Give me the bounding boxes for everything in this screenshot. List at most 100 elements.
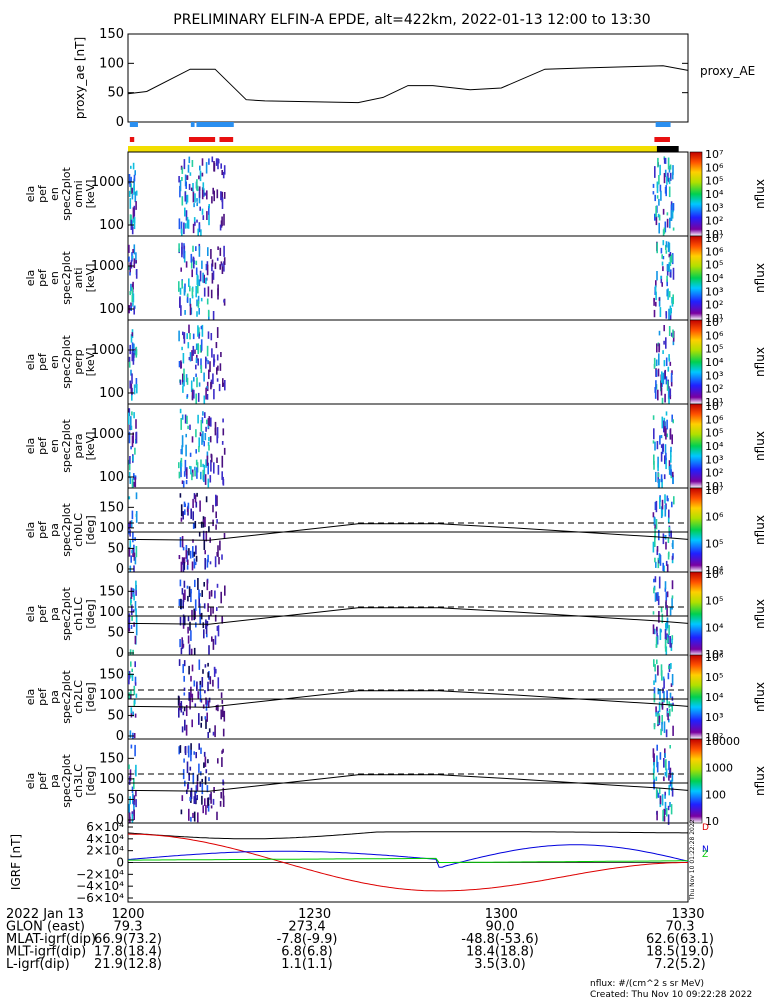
energy-panel-flux-pixel: [216, 457, 218, 464]
pitch-panel-flux-pixel: [664, 795, 666, 799]
energy-panel-flux-pixel: [662, 266, 664, 272]
energy-panel-flux-pixel: [198, 308, 200, 315]
pitch-panel-flux-pixel: [197, 692, 200, 700]
pitch-panel-flux-pixel: [190, 816, 192, 822]
energy-panel-flux-pixel: [198, 175, 200, 180]
energy-panel-flux-pixel: [128, 408, 131, 417]
energy-panel-flux-pixel: [203, 372, 205, 382]
energy-panel-flux-pixel: [658, 297, 661, 301]
pitch-panel-flux-pixel: [654, 576, 657, 583]
pitch-panel-flux-pixel: [665, 809, 667, 815]
pitch-panel-flux-pixel: [671, 597, 673, 610]
energy-panel-flux-pixel: [667, 241, 670, 253]
pitch-panel-flux-pixel: [129, 695, 132, 700]
energy-panel-flux-pixel: [189, 172, 192, 176]
energy-panel-flux-pixel: [201, 324, 204, 337]
ephemeris-cell: 17.8(18.4): [94, 945, 162, 960]
pitch-panel-flux-pixel: [135, 492, 138, 500]
pitch-panel-flux-pixel: [198, 531, 201, 537]
pitch-panel-flux-pixel: [221, 757, 223, 767]
pitch-panel-flux-pixel: [204, 716, 207, 720]
energy-panel-flux-pixel: [206, 451, 209, 460]
energy-panel-flux-pixel: [654, 194, 656, 202]
energy-panel-flux-pixel: [657, 368, 660, 377]
pitch-panel-flux-pixel: [663, 758, 665, 768]
pitch-panel-flux-pixel: [655, 636, 658, 648]
pitch-panel-flux-pixel: [662, 533, 665, 545]
energy-panel-flux-pixel: [221, 266, 224, 275]
energy-panel-ylabel-line: en: [48, 355, 61, 369]
energy-panel-flux-pixel: [657, 157, 659, 168]
ephemeris-row: GLON (east) 79.3 273.4 90.0 70.3: [6, 920, 694, 935]
energy-panel-flux-pixel: [200, 420, 203, 432]
pitch-panel-flux-pixel: [654, 592, 657, 602]
igrf-ytick-label: 4×10⁴: [86, 832, 124, 846]
pitch-panel-flux-pixel: [182, 562, 185, 574]
energy-panel-flux-pixel: [668, 165, 671, 173]
proxy-ae-ytick-label: 50: [107, 86, 124, 101]
pitch-panel-flux-pixel: [135, 608, 137, 616]
pitch-panel-flux-pixel: [187, 635, 190, 644]
pitch-panel-flux-pixel: [191, 719, 193, 728]
pitch-panel-flux-pixel: [130, 744, 133, 749]
pitch-panel-flux-pixel: [135, 623, 138, 636]
energy-panel-flux-pixel: [653, 454, 655, 465]
status-bar-red-segment: [188, 137, 216, 142]
energy-panel-flux-pixel: [181, 445, 183, 455]
energy-panel-flux-pixel: [666, 212, 669, 216]
pitch-panel-ytick-label: 0: [116, 562, 124, 577]
energy-panel-flux-pixel: [195, 364, 197, 370]
status-bar-blue-segment: [655, 122, 671, 127]
pitch-panel-colorbar-tick-label: 10⁴: [705, 564, 724, 577]
pitch-panel-flux-pixel: [128, 764, 130, 770]
energy-panel-flux-pixel: [196, 299, 198, 307]
pitch-panel-flux-pixel: [205, 699, 208, 711]
ephemeris-row-label: 2022 Jan 13: [6, 907, 84, 922]
ephemeris-cell: 70.3: [666, 920, 695, 935]
energy-panel-flux-pixel: [186, 216, 189, 229]
pitch-panel-flux-pixel: [196, 781, 199, 791]
pitch-panel-flux-pixel: [181, 795, 184, 802]
energy-panel-flux-pixel: [670, 475, 673, 479]
energy-panel-flux-pixel: [183, 471, 186, 477]
energy-panel-flux-pixel: [134, 447, 136, 455]
pitch-panel-flux-pixel: [130, 689, 132, 699]
pitch-panel-flux-pixel: [658, 701, 661, 713]
pitch-panel-flux-pixel: [664, 504, 667, 517]
pitch-panel-colorbar-tick-label: 10⁶: [705, 651, 724, 664]
pitch-panel-flux-pixel: [668, 527, 670, 532]
energy-panel-flux-pixel: [670, 204, 673, 211]
energy-panel-flux-pixel: [665, 185, 667, 197]
energy-panel-flux-pixel: [180, 462, 183, 467]
pitch-panel-flux-pixel: [654, 535, 656, 547]
energy-panel-flux-pixel: [668, 253, 671, 258]
energy-panel-flux-pixel: [218, 383, 221, 392]
energy-panel-flux-pixel: [178, 330, 180, 342]
pitch-panel-flux-pixel: [652, 611, 655, 615]
energy-panel-flux-pixel: [183, 159, 186, 170]
pitch-panel-flux-pixel: [669, 745, 671, 749]
pitch-panel-flux-pixel: [661, 715, 663, 725]
energy-panel-flux-pixel: [671, 434, 673, 445]
energy-panel-flux-pixel: [210, 381, 212, 390]
igrf-ytick-label: −6×10⁴: [76, 891, 124, 905]
pitch-panel-flux-pixel: [179, 616, 182, 626]
pitch-panel-ylabel-line: [deg]: [84, 515, 97, 544]
energy-panel-flux-pixel: [184, 459, 187, 472]
energy-panel-flux-pixel: [207, 247, 209, 257]
energy-panel-flux-pixel: [667, 387, 670, 400]
energy-panel-colorbar-tick-label: 10⁵: [705, 343, 723, 356]
pitch-panel-flux-pixel: [135, 546, 138, 558]
pitch-panel-ylabel-line: pa: [48, 774, 61, 788]
pitch-panel-flux-pixel: [128, 675, 130, 685]
energy-panel-flux-pixel: [135, 190, 138, 196]
energy-panel-flux-pixel: [223, 261, 225, 272]
pitch-panel-flux-pixel: [210, 606, 212, 617]
energy-panel-flux-pixel: [205, 263, 208, 271]
pitch-panel-flux-pixel: [128, 628, 131, 632]
energy-panel-flux-pixel: [190, 253, 193, 263]
pitch-panel-flux-pixel: [663, 678, 665, 689]
pitch-panel-flux-pixel: [208, 615, 210, 620]
energy-panel-colorbar-label: nflux: [753, 263, 767, 293]
pitch-panel-flux-pixel: [660, 664, 663, 676]
